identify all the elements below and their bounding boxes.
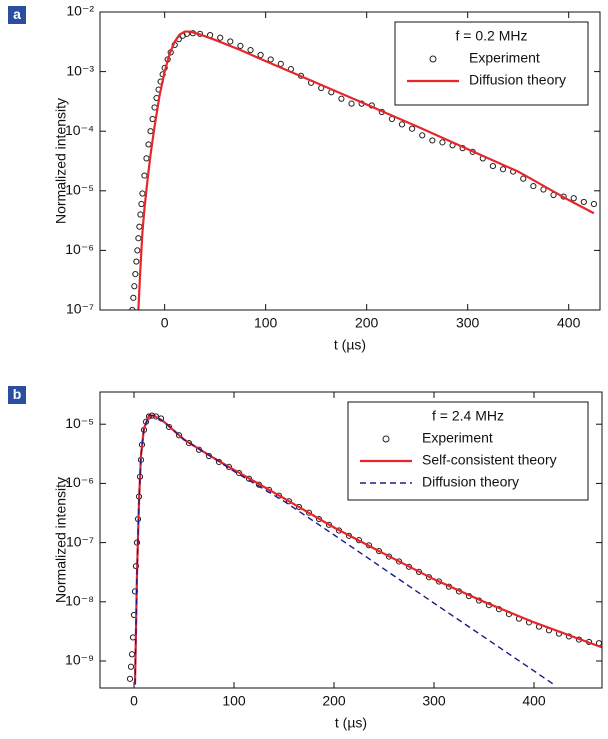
data-point [580, 198, 587, 206]
data-point [175, 432, 183, 439]
series-line [134, 414, 555, 686]
data-point [227, 38, 234, 45]
x-tick-label: 200 [322, 693, 346, 709]
data-point [137, 211, 144, 218]
data-point [305, 509, 313, 516]
data-point [147, 128, 154, 135]
data-point [135, 235, 142, 242]
y-axis-label: Normalized intensity [53, 477, 69, 603]
legend-label: Diffusion theory [422, 474, 519, 490]
x-tick-label: 0 [161, 315, 169, 331]
data-point [520, 175, 527, 182]
data-point [267, 56, 274, 63]
legend-marker [382, 435, 390, 443]
data-point [132, 271, 139, 278]
data-point [247, 46, 254, 54]
data-point [134, 247, 141, 254]
y-tick-label: 10⁻⁷ [66, 301, 94, 317]
data-point [149, 115, 156, 123]
data-point [530, 182, 537, 190]
legend-marker [429, 55, 437, 63]
x-tick-label: 100 [222, 693, 246, 709]
x-tick-label: 300 [456, 315, 480, 331]
data-point [325, 521, 333, 528]
y-tick-label: 10⁻² [66, 3, 94, 19]
data-point [295, 503, 303, 511]
x-tick-label: 100 [254, 315, 278, 331]
data-point [145, 141, 152, 148]
data-point [348, 100, 355, 107]
data-point [590, 200, 598, 208]
data-point [143, 155, 150, 162]
data-point [257, 51, 264, 59]
y-tick-label: 10⁻⁷ [66, 533, 94, 549]
x-axis-label: t (µs) [334, 337, 366, 353]
data-point [126, 675, 134, 682]
data-point [285, 498, 293, 505]
x-tick-label: 200 [355, 315, 379, 331]
data-point [217, 34, 224, 41]
legend-label: Experiment [422, 430, 493, 446]
data-point [409, 125, 416, 132]
panel-label-box [8, 6, 26, 24]
data-point [138, 200, 145, 208]
y-tick-label: 10⁻⁸ [65, 593, 94, 609]
data-point [419, 132, 426, 139]
data-point [439, 139, 446, 146]
legend-box [394, 21, 589, 106]
panel-label-box [8, 386, 26, 404]
data-point [398, 121, 406, 128]
data-point [130, 294, 137, 301]
y-tick-label: 10⁻⁴ [65, 122, 94, 138]
legend-label: Self-consistent theory [422, 452, 557, 468]
y-tick-label: 10⁻⁶ [65, 241, 94, 257]
legend-label: Diffusion theory [469, 72, 566, 88]
data-point [128, 651, 136, 658]
legend-label: Experiment [469, 50, 540, 66]
data-point [132, 563, 140, 570]
panel-label: b [13, 386, 22, 402]
data-point [165, 423, 173, 431]
x-tick-label: 300 [422, 693, 446, 709]
plot-frame [99, 11, 601, 311]
series-line [137, 30, 595, 310]
data-point [133, 258, 140, 265]
data-point [141, 172, 148, 179]
data-point [127, 663, 135, 670]
y-tick-label: 10⁻⁵ [65, 182, 94, 198]
legend-title: f = 2.4 MHz [432, 408, 504, 424]
data-point [489, 162, 497, 170]
data-point [136, 223, 143, 230]
data-point [338, 95, 345, 102]
data-point [429, 137, 436, 144]
y-tick-label: 10⁻³ [66, 62, 94, 78]
panel-label: a [13, 6, 21, 22]
data-point [139, 190, 146, 197]
plot-frame [99, 391, 603, 689]
x-tick-label: 400 [557, 315, 581, 331]
data-point [570, 195, 577, 202]
legend-title: f = 0.2 MHz [456, 28, 528, 44]
data-point [131, 283, 138, 290]
legend-box [347, 401, 589, 501]
x-axis-label: t (µs) [335, 715, 367, 731]
x-tick-label: 0 [130, 693, 138, 709]
y-axis-label: Normalized intensity [53, 98, 69, 224]
y-tick-label: 10⁻⁵ [65, 415, 94, 431]
x-tick-label: 400 [522, 693, 546, 709]
data-point [237, 42, 244, 49]
data-point [499, 166, 507, 173]
data-point [375, 547, 383, 555]
y-tick-label: 10⁻⁶ [65, 474, 94, 490]
y-tick-label: 10⁻⁹ [65, 652, 94, 668]
